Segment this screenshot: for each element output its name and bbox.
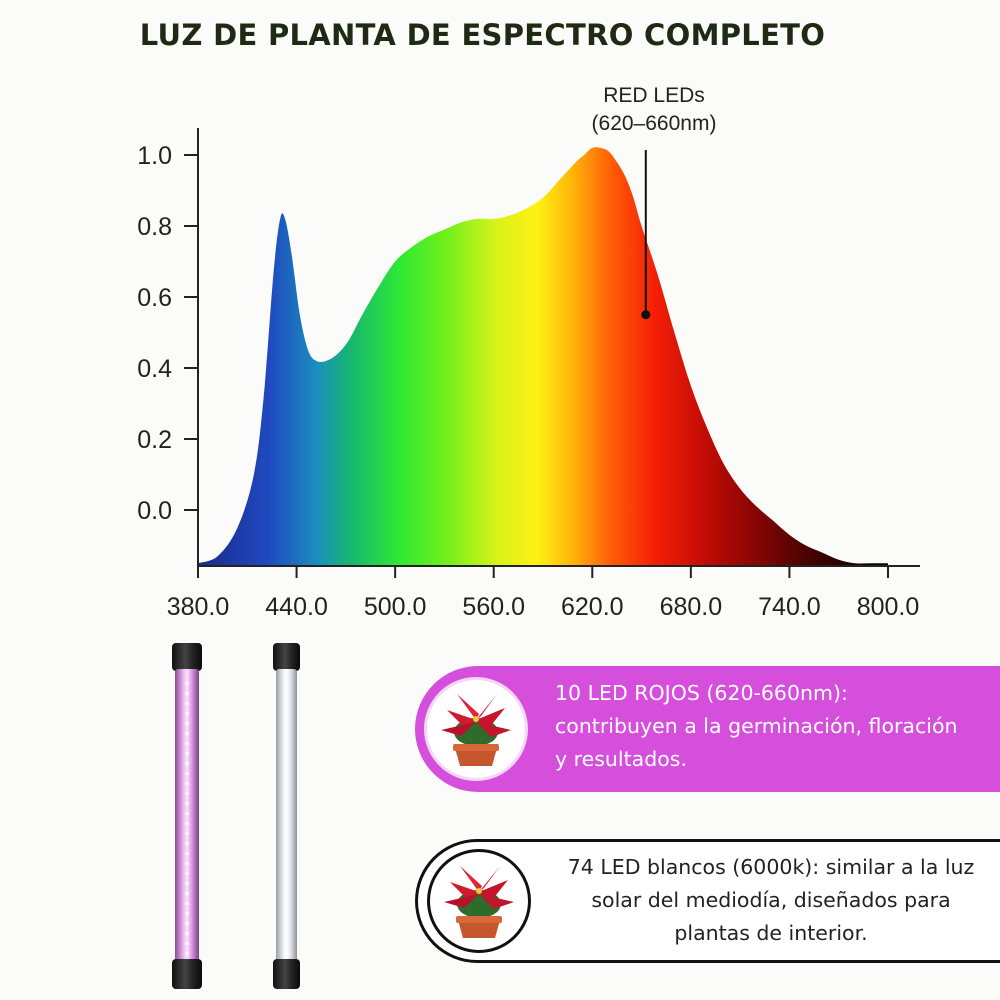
tube-body	[175, 669, 199, 961]
x-tick-label: 800.0	[857, 593, 920, 621]
y-tick-label: 0.2	[137, 426, 172, 454]
x-tick-label: 620.0	[561, 593, 624, 621]
y-tick-label: 0.0	[137, 497, 172, 525]
tube-end-cap	[273, 959, 300, 989]
white-led-tube	[273, 643, 300, 989]
annotation-point	[641, 310, 651, 320]
page-title: LUZ DE PLANTA DE ESPECTRO COMPLETO	[139, 18, 826, 52]
tube-body	[276, 669, 297, 961]
x-tick-label: 500.0	[364, 593, 427, 621]
purple-led-tube	[172, 643, 202, 989]
x-tick-label: 560.0	[462, 593, 525, 621]
tube-end-cap	[273, 643, 300, 671]
x-tick-label: 680.0	[660, 593, 723, 621]
x-tick-label: 740.0	[758, 593, 821, 621]
poinsettia-plant-image	[424, 677, 528, 781]
x-tick-label: 440.0	[265, 593, 328, 621]
y-tick-label: 0.8	[137, 213, 172, 241]
white-led-description: 74 LED blancos (6000k): similar a la luz…	[567, 855, 975, 945]
y-tick-label: 1.0	[137, 142, 172, 170]
white-led-info-card: 74 LED blancos (6000k): similar a la luz…	[415, 839, 1000, 963]
x-tick-label: 380.0	[167, 593, 230, 621]
annotation-label: (620–660nm)	[592, 112, 717, 135]
annotation-label: RED LEDs	[603, 84, 705, 107]
spectrum-chart: 0.0 0.2 0.4 0.6 0.8 1.0 380.0 440.0 500.0 560.0 62…	[137, 84, 920, 621]
red-leds-annotation: RED LEDs (620–660nm)	[592, 84, 717, 320]
tube-end-cap	[172, 643, 202, 671]
red-led-description: 10 LED ROJOS (620-660nm): contribuyen a …	[555, 681, 958, 771]
tube-end-cap	[172, 959, 202, 989]
y-tick-label: 0.6	[137, 284, 172, 312]
poinsettia-plant-image	[427, 849, 531, 953]
spectrum-area	[198, 147, 888, 566]
y-tick-label: 0.4	[137, 355, 172, 383]
red-led-info-card: 10 LED ROJOS (620-660nm): contribuyen a …	[415, 666, 1000, 792]
